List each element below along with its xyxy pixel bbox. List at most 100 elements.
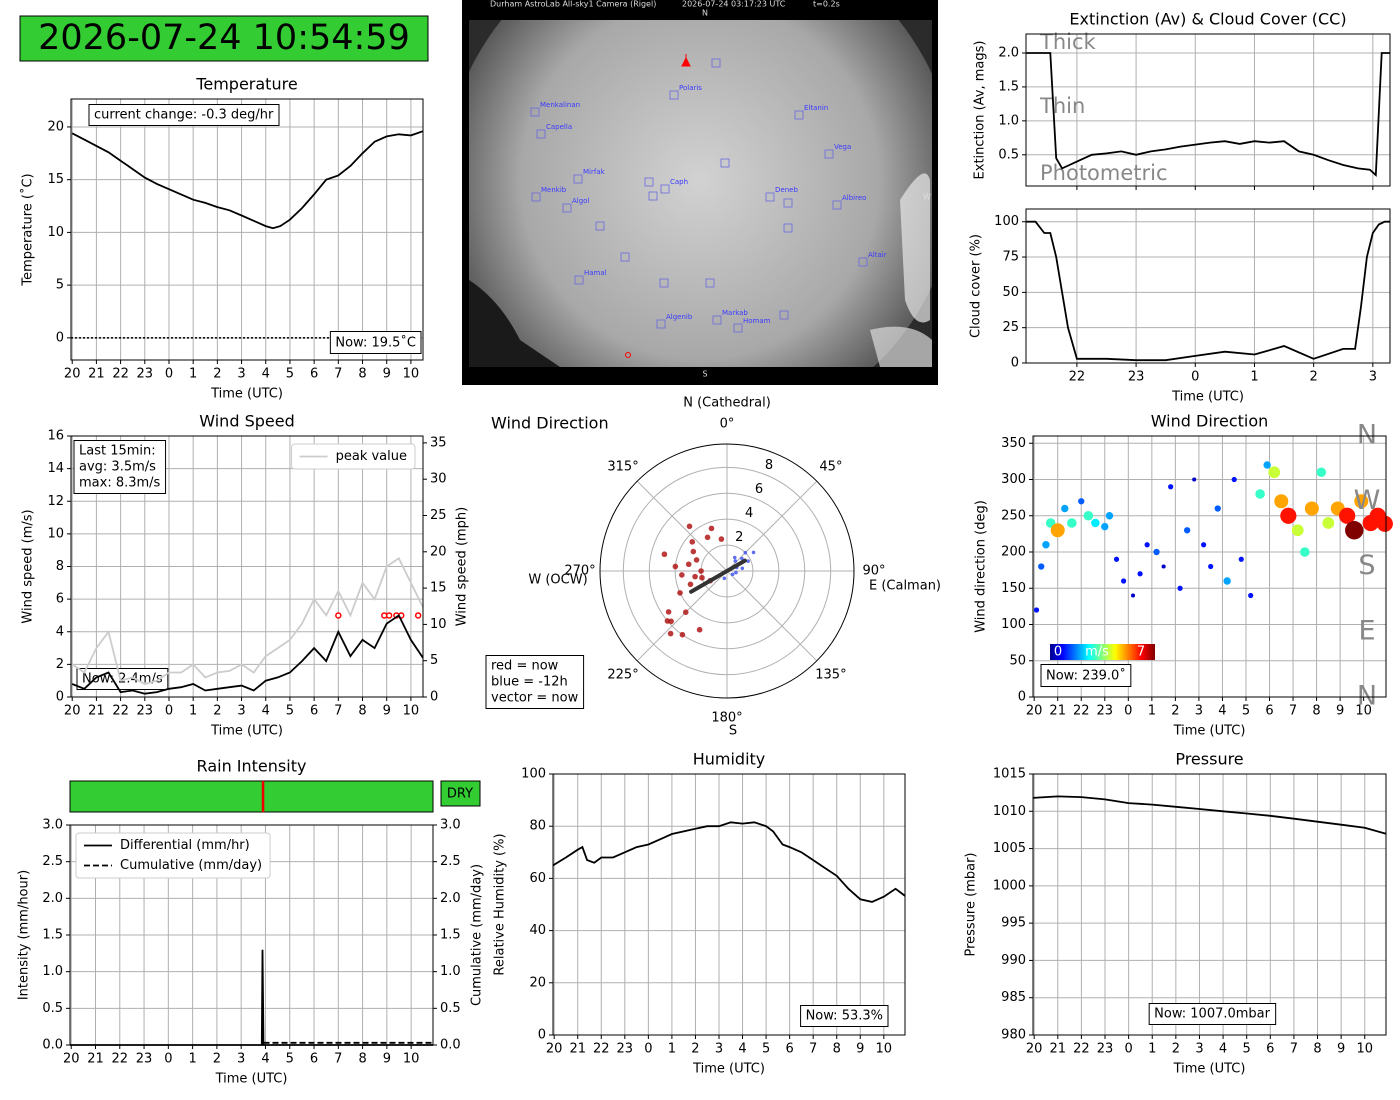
compass-letter: W <box>1354 485 1381 516</box>
y-tick-label: 250 <box>1001 508 1026 523</box>
x-tick-label: 7 <box>334 367 342 382</box>
x-tick-label: 23 <box>1097 704 1114 719</box>
now-label-text: Now: 19.5˚C <box>335 335 416 351</box>
x-tick-label: 1 <box>668 1042 676 1057</box>
point <box>1208 563 1214 570</box>
star-marker <box>794 110 804 120</box>
point <box>1192 477 1197 482</box>
x-tick-label: 23 <box>1128 370 1145 385</box>
y-tick-label: 2 <box>56 657 64 672</box>
star-marker <box>705 278 715 288</box>
x-tick-label: 23 <box>136 1052 153 1067</box>
y-tick-label: 1.0 <box>42 964 63 979</box>
point <box>1144 542 1150 548</box>
x-tick-label: 2 <box>213 1052 221 1067</box>
x-axis-label: Time (UTC) <box>215 1072 288 1087</box>
now-label: Now: 239.0˚ <box>1040 664 1132 687</box>
y-axis-label: Extinction (Av, mags) <box>973 41 988 180</box>
compass-letter: S <box>1358 550 1375 581</box>
star-marker <box>779 310 789 320</box>
colorbar-min: 0 <box>1054 645 1062 660</box>
point <box>1153 548 1160 556</box>
y-tick-label: 50 <box>1002 285 1019 300</box>
x-tick-label: 7 <box>809 1042 817 1057</box>
point <box>1300 547 1310 557</box>
y-tick-label: 0 <box>1011 356 1019 371</box>
y-tick-label: 14 <box>47 461 64 476</box>
theta-tick-label: 180° <box>711 711 742 726</box>
x-tick-label: 22 <box>112 704 129 719</box>
star-label: Caph <box>670 178 688 186</box>
point <box>1263 461 1271 469</box>
x-tick-label: 8 <box>358 704 366 719</box>
x-tick-label: 20 <box>1026 1042 1043 1057</box>
x-tick-label: 23 <box>1097 1042 1114 1057</box>
legend-box <box>75 832 271 879</box>
camera-compass: S <box>702 370 707 379</box>
x-tick-label: 9 <box>383 704 391 719</box>
wind-vector <box>689 558 747 594</box>
x-tick-label: 6 <box>1265 704 1273 719</box>
y-tick-label: 2.0 <box>998 46 1019 61</box>
point <box>1255 489 1265 499</box>
clock: 2026-07-24 10:54:59 <box>38 18 410 58</box>
r-tick-label: 8 <box>765 458 773 473</box>
point <box>1078 498 1085 505</box>
plot-frame <box>1025 208 1391 364</box>
plot-frame <box>552 773 906 1036</box>
legend-label: peak value <box>336 449 407 464</box>
y-tick-label: 20 <box>529 975 546 990</box>
point <box>1322 517 1335 529</box>
x-tick-label: 6 <box>310 1052 318 1067</box>
x-tick-label: 2 <box>213 367 221 382</box>
r-tick-label: 6 <box>755 482 763 497</box>
y-axis-label: Relative Humidity (%) <box>493 833 508 975</box>
theta-tick-label: 315° <box>607 460 638 475</box>
star-marker <box>531 192 541 202</box>
y-tick-label: 1.5 <box>42 928 63 943</box>
annotation-text: blue = -12h <box>491 675 568 690</box>
star-marker <box>858 257 868 267</box>
theta-tick-label: 0° <box>720 417 735 432</box>
x-tick-label: 3 <box>715 1042 723 1057</box>
y-tick-label: 16 <box>47 429 64 444</box>
y-tick-label: 990 <box>1001 953 1026 968</box>
roof-edge <box>870 326 932 367</box>
x-tick-label: 7 <box>334 1052 342 1067</box>
grid-spoke <box>636 480 728 572</box>
x-tick-label: 2 <box>691 1042 699 1057</box>
y2-tick-label: 3.0 <box>440 818 461 833</box>
r-tick-label: 4 <box>745 506 753 521</box>
star-marker <box>669 90 679 100</box>
x-tick-label: 2 <box>1310 370 1318 385</box>
x-tick-label: 10 <box>1355 704 1372 719</box>
legend-label: Cumulative (mm/day) <box>120 858 262 873</box>
x-tick-label: 21 <box>1049 704 1066 719</box>
now-label: Now: 1007.0mbar <box>1148 1003 1277 1025</box>
star-marker <box>656 319 666 329</box>
line <box>71 556 424 685</box>
y-tick-label: 1.5 <box>998 79 1019 94</box>
x-tick-label: 3 <box>1369 370 1377 385</box>
grid-spoke <box>636 570 728 662</box>
legend: peak value <box>291 443 416 470</box>
point <box>1345 521 1364 540</box>
wind-point <box>682 609 689 616</box>
wind-point <box>743 550 748 555</box>
star-label: Deneb <box>775 186 798 194</box>
annotation: Photometric <box>1040 161 1168 185</box>
compass-label: S <box>729 724 737 739</box>
wind-point <box>672 563 679 570</box>
wind-point <box>708 525 715 532</box>
star-marker <box>574 275 584 285</box>
y-tick-label: 100 <box>521 767 546 782</box>
y-tick-label: 25 <box>1002 320 1019 335</box>
peak-marker <box>335 612 342 619</box>
x-tick-label: 6 <box>310 704 318 719</box>
x-tick-label: 1 <box>1148 1042 1156 1057</box>
chart-title: Wind Direction <box>491 414 609 433</box>
y-tick-label: 980 <box>1001 1028 1026 1043</box>
star-marker <box>711 58 721 68</box>
